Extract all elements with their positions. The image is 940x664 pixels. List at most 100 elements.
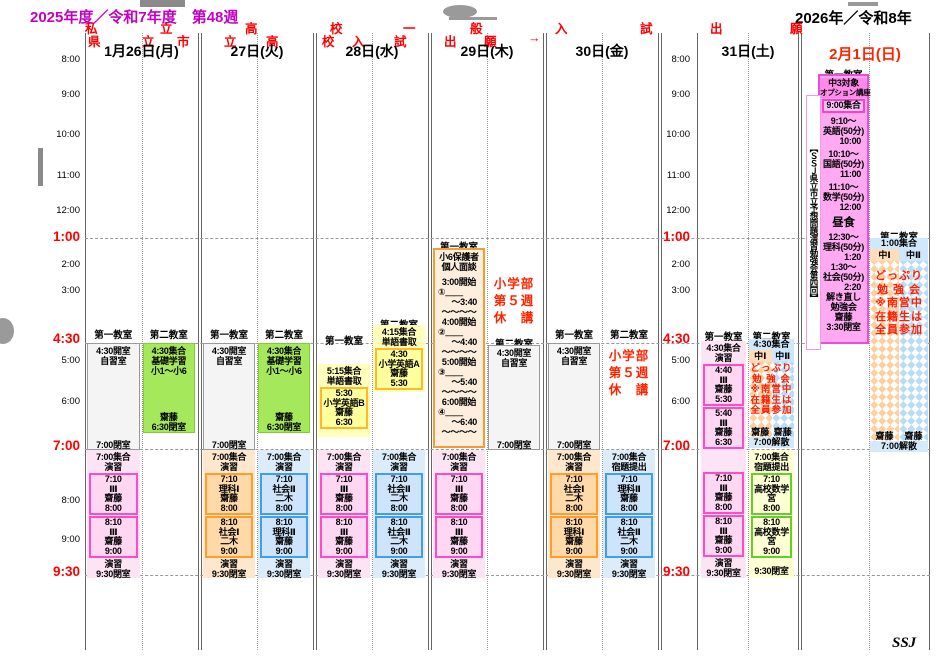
class-box-line: 齋藤 xyxy=(714,427,733,437)
class-box-line: 8:10 xyxy=(104,517,122,527)
class-box: 7:10 高校数学宮 8:00 xyxy=(751,473,792,515)
grid-line xyxy=(427,33,429,650)
block-line: 9:30閉室 xyxy=(441,569,477,579)
grade-label: 中Ⅱ xyxy=(771,350,794,362)
class-box: 5:40 Ⅲ 齋藤 6:30 xyxy=(703,407,744,449)
assembly-time: 4:30集合 xyxy=(749,339,794,350)
block-line: 4:30開室 xyxy=(211,346,247,356)
block-line: 7:00集合 xyxy=(326,452,362,462)
spacer xyxy=(88,366,139,440)
block-line: 演習 xyxy=(275,462,293,472)
time-label: 2:00 xyxy=(671,259,691,270)
class-box: 7:10 社会Ⅱ 二木 8:00 xyxy=(375,473,423,515)
holiday-note-line: 小学部 xyxy=(608,349,650,363)
teacher-name: 齋藤 xyxy=(751,427,770,437)
room-column: 第二教室 4:30集合 基礎学習 小1～小6 齋藤 6:30閉室 7:00集合 演習 7:10 社… xyxy=(258,0,310,655)
time-label: 1:00 xyxy=(52,229,80,244)
spacer xyxy=(549,366,599,440)
block-line: 国語(50分) xyxy=(823,158,864,169)
class-box-line: 齋藤 xyxy=(335,493,353,503)
class-box-line: 二木 xyxy=(220,536,238,546)
grid-line xyxy=(545,33,547,650)
banner-char: 校 xyxy=(322,35,335,49)
grid-line xyxy=(929,33,930,650)
block-line: 12:30～ xyxy=(828,231,859,242)
time-label: 2:00 xyxy=(61,259,81,270)
block-line: 9:30閉室 xyxy=(381,569,417,579)
banner-char: 出 xyxy=(710,22,723,36)
block-line: 2:20 xyxy=(844,281,861,292)
class-box-line: Ⅲ xyxy=(719,482,728,493)
schedule-block: 4:30集合 基礎学習 小1～小6 齋藤 6:30閉室 xyxy=(142,343,195,433)
room-column: 第二教室 4:30集合 中Ⅰ 中Ⅱ どっぷり勉 強 会 ※南営中 在籍生は 全員参加 齋藤 齋藤 7… xyxy=(749,0,794,655)
grid-line xyxy=(197,33,199,650)
banner-char: 高 xyxy=(266,35,279,49)
block-line: 4:15集合 xyxy=(381,327,417,337)
class-box: 7:10 理科Ⅰ 齋藤 8:00 xyxy=(205,473,253,515)
block-line: 11:00 xyxy=(839,168,861,179)
next-year-label: 2026年／令和8年 xyxy=(795,10,912,27)
block-line: 4:30集合 xyxy=(706,343,741,353)
class-box-line: 8:10 xyxy=(715,516,732,526)
spacer xyxy=(701,450,746,471)
block-line: 演習 xyxy=(620,559,638,569)
class-box-line: 9:00 xyxy=(450,545,468,556)
day-column: 28日(水) 第一教室 5:15集合 単語書取 5:30 小学英語B 齋藤 6:30 7:00集… xyxy=(317,0,427,664)
banner-char: 一 xyxy=(403,22,416,36)
class-box-line: 7:10 xyxy=(763,474,780,484)
block-line: 単語書取 xyxy=(381,337,417,347)
block-line: ～～～～ xyxy=(441,427,477,437)
block-line: ④＿＿ xyxy=(438,407,463,417)
schedule-block: 7:00集合 演習 7:10 社会Ⅰ 二木 8:00 8:10 理科Ⅰ 齋藤 9:00 演習 9:30… xyxy=(548,450,600,579)
time-label: 8:00 xyxy=(671,54,691,65)
room-label: 第二教室 xyxy=(870,229,928,243)
class-box: 7:10 Ⅲ 齋藤 8:00 xyxy=(435,473,483,515)
class-box-line: 9:00集合 xyxy=(826,100,861,110)
class-box-line: Ⅲ xyxy=(339,483,349,494)
block-line: 自習室 xyxy=(560,356,588,366)
class-box-line: 齋藤 xyxy=(714,492,733,502)
block-line: 7:00集合 xyxy=(211,452,247,462)
room-label: 第二教室 xyxy=(264,330,303,341)
date-label: 27日(火) xyxy=(230,43,284,59)
time-label: 4:30 xyxy=(662,331,690,346)
dippuri-note-line: どっぷり xyxy=(750,363,793,374)
block-line: ～6:40 xyxy=(451,417,477,427)
banner-char: 出 xyxy=(444,35,457,49)
room-column: 第一教室中3対象オプション講座9:00集合9:10～英語(50分)10:0010… xyxy=(818,0,871,655)
class-box-line: 8:00 xyxy=(565,502,583,513)
class-box-line: 社会Ⅰ xyxy=(563,483,585,494)
schedule-block: 5:15集合 単語書取 5:30 小学英語B 齋藤 6:30 xyxy=(318,364,370,437)
class-box-line: 7:10 xyxy=(715,473,732,483)
class-box-line: 齋藤 xyxy=(220,493,238,503)
block-line: 演習 xyxy=(104,462,123,472)
schedule-block: 小6保護者 個人面談 3:00開始 ①＿＿ ～3:40 ～～～～ 4:00開始 ②＿＿ ～4:4… xyxy=(433,248,485,448)
room-column: 第一教室 5:15集合 単語書取 5:30 小学英語B 齋藤 6:30 7:00集合 演習 7:1… xyxy=(318,0,370,655)
class-box-line: 二木 xyxy=(620,536,638,546)
class-box-line: 6:30 xyxy=(715,436,732,447)
class-box-line: 齋藤 xyxy=(714,384,733,394)
class-box-line: 8:10 xyxy=(620,517,638,527)
banner-char: 願 xyxy=(484,35,497,49)
dismiss-time: 7:00解散 xyxy=(870,441,928,452)
class-box-line: 齋藤 xyxy=(714,535,733,545)
grid-line xyxy=(84,33,86,650)
class-box-line: 8:00 xyxy=(220,502,238,513)
class-box: 7:10 理科Ⅱ 齋藤 8:00 xyxy=(605,473,653,515)
block-line: 演習 xyxy=(220,462,238,472)
banner-char: 般 xyxy=(470,22,483,36)
class-box: 8:10 Ⅲ 齋藤 9:00 xyxy=(89,516,138,558)
block-line: 4:30開室 xyxy=(96,346,131,356)
day-column: 27日(火) 第一教室 4:30開室 自習室 7:00閉室 7:00集合 演習 7:10 理科Ⅰ… xyxy=(202,0,312,664)
block-line: 4:30開室 xyxy=(496,348,532,358)
block-line: 自習室 xyxy=(215,356,243,366)
time-label: 9:00 xyxy=(671,89,691,100)
block-line: 演習 xyxy=(450,559,468,569)
pattern-right xyxy=(899,249,928,452)
block-line: 6:30閉室 xyxy=(266,422,302,432)
room-column: 第二教室 4:30集合 基礎学習 小1～小6 齋藤 6:30閉室 xyxy=(142,0,195,655)
date-label: 29日(木) xyxy=(460,43,514,59)
block-line: 自習室 xyxy=(100,356,127,366)
class-box-line: 4:40 xyxy=(715,365,732,375)
teacher-row: 齋藤 齋藤 xyxy=(870,431,928,441)
